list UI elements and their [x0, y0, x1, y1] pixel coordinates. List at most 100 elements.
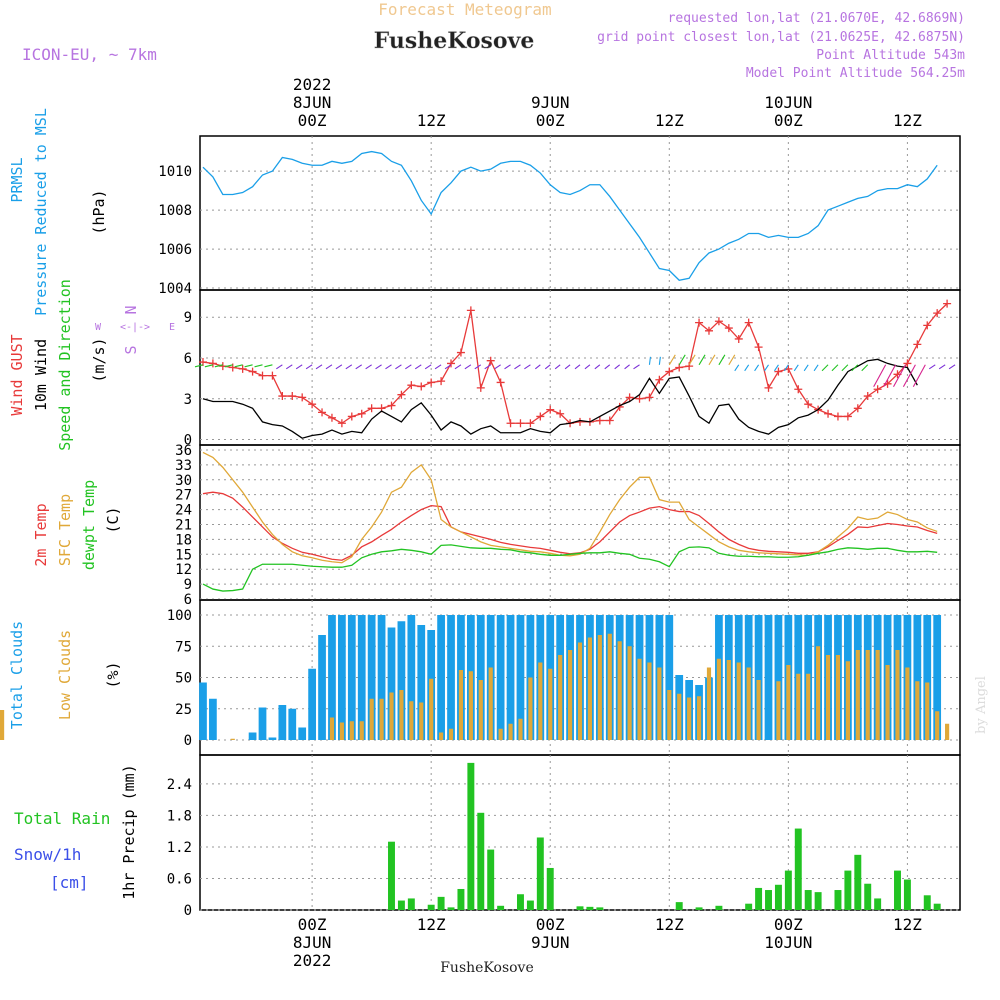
bar [388, 841, 395, 910]
gust-marker [913, 340, 922, 349]
bar [439, 732, 444, 740]
bottom-time-label: 12Z [655, 915, 684, 934]
gust-marker [873, 385, 882, 394]
bar [796, 673, 801, 740]
y-tick-label: 30 [175, 473, 192, 489]
wind-arrow [514, 364, 521, 370]
wind-arrow [821, 364, 829, 372]
compass-s: S [122, 345, 140, 354]
y-tick-label: 0 [184, 733, 192, 749]
bar [268, 737, 277, 740]
bottom-time-label: 12Z [893, 915, 922, 934]
bottom-time-label: 00Z [536, 915, 565, 934]
bar [506, 615, 515, 740]
y-tick-label: 21 [175, 517, 192, 533]
bar [774, 615, 783, 740]
wind-arrow [624, 364, 630, 370]
bar [925, 682, 930, 740]
bar [298, 727, 307, 740]
bar [596, 907, 604, 910]
bar [913, 615, 922, 740]
wind-arrow [893, 364, 906, 388]
wind-arrow [564, 364, 571, 370]
gust-marker [506, 419, 515, 428]
y-tick-label: 3 [184, 392, 192, 408]
top-time-label: 8JUN [293, 93, 332, 112]
compass-n: N [122, 305, 140, 314]
bar [675, 902, 683, 910]
wind-arrow [803, 364, 809, 372]
bar [367, 615, 376, 740]
requested-coords: requested lon,lat (21.0670E, 42.6869N) [668, 11, 965, 26]
bar [488, 667, 493, 740]
gust-marker [248, 367, 257, 376]
wind-arrow [554, 364, 561, 370]
wind-arrow [204, 364, 214, 368]
wind-arrow [764, 364, 769, 372]
bar [814, 892, 822, 910]
bar [855, 650, 860, 740]
point-altitude: Point Altitude 543m [816, 48, 965, 63]
y-tick-label: 75 [175, 639, 192, 655]
bar [885, 665, 890, 740]
bottom-time-label: 00Z [298, 915, 327, 934]
bottom-time-label: 9JUN [531, 933, 570, 952]
gust-marker [595, 416, 604, 425]
gust-marker [714, 317, 723, 326]
bar [597, 635, 602, 740]
gust-marker [704, 326, 713, 335]
bar [874, 898, 882, 910]
y-tick-label: 1008 [158, 203, 192, 219]
bar [347, 615, 356, 740]
wind-arrow [484, 364, 492, 370]
bar [209, 698, 217, 740]
pressure-unit: (hPa) [90, 189, 108, 234]
bar [935, 711, 940, 740]
bar [397, 621, 406, 740]
bar [754, 615, 763, 740]
gust-marker [318, 408, 327, 417]
temp-label-3: dewpt Temp [80, 480, 98, 570]
bar [746, 667, 751, 740]
gust-marker [347, 412, 356, 421]
gust-marker [685, 362, 694, 371]
bar [736, 662, 741, 740]
wind-arrow [285, 364, 293, 370]
gust-marker [397, 390, 406, 399]
bar [437, 615, 445, 740]
y-tick-label: 18 [175, 532, 192, 548]
bar [933, 615, 942, 740]
bar [627, 646, 632, 740]
bar [458, 670, 464, 740]
bar [328, 615, 336, 740]
bar [784, 870, 792, 910]
wind-arrow [883, 364, 897, 388]
bar [667, 690, 672, 740]
wind-arrow [718, 354, 726, 366]
bar [357, 615, 366, 740]
top-title: Forecast Meteogram [378, 0, 551, 19]
bar [308, 668, 316, 740]
gust-marker [516, 419, 525, 428]
gust-marker [367, 404, 376, 413]
wind-arrow [744, 364, 750, 372]
gust-marker [724, 324, 733, 333]
bar [825, 655, 831, 740]
gust-marker [437, 377, 446, 386]
gust-marker [427, 378, 436, 387]
bar [756, 680, 761, 740]
bar [496, 615, 505, 740]
gust-marker [804, 400, 813, 409]
bar [706, 667, 712, 740]
bar [677, 693, 682, 740]
bar [804, 890, 812, 910]
wind-arrow [793, 364, 799, 372]
y-tick-label: 6 [184, 351, 192, 367]
bar [726, 660, 731, 740]
series-line [202, 544, 938, 592]
wind-arrow [474, 364, 482, 370]
series-line [202, 303, 948, 425]
bar [696, 696, 702, 740]
pressure-label-1: PRMSL [8, 157, 26, 202]
wind-arrow [194, 364, 204, 368]
